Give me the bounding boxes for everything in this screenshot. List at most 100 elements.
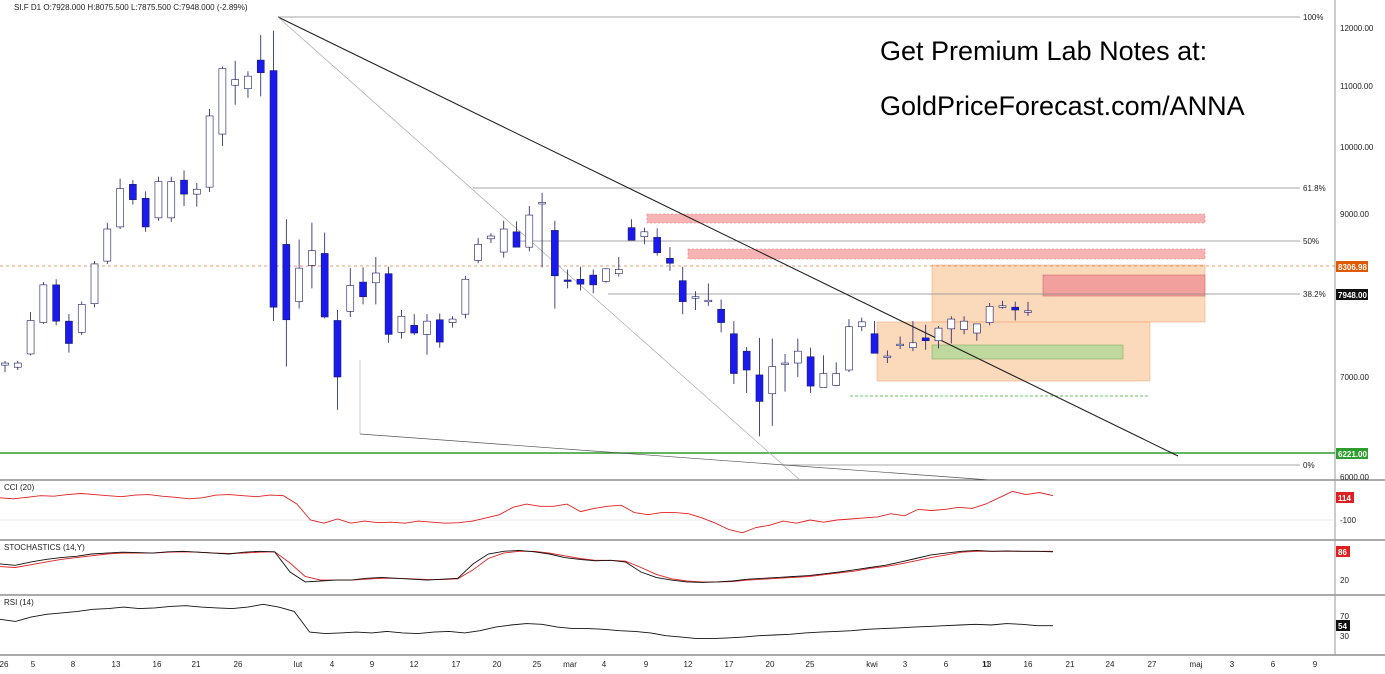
candle-body-up — [794, 350, 802, 364]
candle-body-down — [512, 231, 521, 248]
candle-body-up — [448, 318, 457, 323]
cci-value-box — [1336, 492, 1354, 503]
x-tick-label: 8 — [71, 660, 76, 669]
x-tick-label: 25 — [533, 660, 542, 669]
x-tick-label: 9 — [1313, 660, 1318, 669]
support-price-box — [1336, 448, 1368, 459]
candle-body-up — [103, 228, 112, 262]
x-tick-label: 17 — [452, 660, 461, 669]
candle — [857, 317, 866, 331]
candle-body-up — [832, 373, 840, 386]
candle — [768, 338, 777, 426]
candle — [551, 220, 559, 309]
rsi-label: RSI (14) — [4, 598, 34, 607]
x-tick-label: kwi — [866, 660, 878, 669]
candle — [359, 267, 367, 305]
down-trendline — [277, 16, 1179, 457]
candle-body-up — [1, 362, 9, 366]
candle-body-up — [909, 342, 917, 348]
candle — [218, 66, 227, 146]
x-tick-label: lut — [294, 660, 303, 669]
candle-body-down — [333, 320, 342, 378]
candle — [1011, 301, 1020, 321]
candle-body-up — [934, 327, 943, 342]
candle-body-up — [691, 296, 700, 299]
cci-level-label: -100 — [1340, 516, 1357, 525]
candle — [614, 256, 623, 277]
candle-body-up — [295, 267, 303, 302]
candle — [474, 238, 482, 264]
candle-body-down — [806, 356, 815, 387]
stoch-d-line — [0, 550, 1053, 583]
x-tick-label: 27 — [1148, 660, 1157, 669]
candle — [538, 192, 546, 268]
candle — [640, 227, 649, 245]
candle — [512, 221, 521, 248]
x-tick-label: 20 — [766, 660, 775, 669]
candle-body-up — [372, 272, 380, 284]
candle — [129, 180, 137, 205]
fib-label: 100% — [1303, 13, 1323, 22]
candle-body-up — [397, 315, 406, 333]
candle — [819, 355, 828, 388]
x-tick-label: 13 — [112, 660, 121, 669]
x-tick-label: 12 — [684, 660, 693, 669]
candle — [985, 303, 994, 326]
candle-body-up — [985, 306, 994, 323]
candle — [487, 233, 495, 243]
x-tick-label: 13 — [983, 660, 992, 669]
candle-body-up — [487, 235, 495, 240]
candle-body-down — [180, 179, 188, 195]
red-zone-middle — [687, 248, 1206, 260]
red-zone-top — [646, 213, 1206, 224]
x-tick-label: 26 — [0, 660, 9, 669]
candle — [52, 279, 60, 326]
candle — [103, 222, 112, 264]
x-tick-label: 26 — [234, 660, 243, 669]
price-tick: 10000.00 — [1340, 143, 1374, 152]
candle — [39, 282, 48, 324]
candle-body-up — [218, 68, 227, 135]
fib-label: 50% — [1303, 237, 1319, 246]
candle-body-up — [244, 75, 252, 90]
candle-body-up — [461, 278, 470, 315]
candle — [794, 338, 802, 377]
candle-body-down — [717, 308, 725, 323]
candle — [845, 319, 853, 373]
candle-body-up — [499, 228, 508, 253]
candle — [896, 336, 904, 350]
price-tick: 9000.00 — [1340, 210, 1369, 219]
candle-body-down — [141, 198, 150, 228]
candle — [320, 232, 329, 319]
candle-body-down — [921, 337, 930, 342]
line-price-box — [1336, 261, 1368, 272]
candle-body-up — [167, 181, 176, 219]
candle-body-down — [870, 333, 879, 354]
candle — [806, 347, 815, 394]
price-tick: 12000.00 — [1340, 24, 1374, 33]
support-price-label: 6221.00 — [1338, 450, 1367, 459]
x-tick-label: 11 — [982, 660, 991, 669]
rsi-value-label: 54 — [1338, 622, 1347, 631]
candle — [423, 314, 431, 355]
candle-body-down — [742, 350, 751, 371]
candle-body-down — [678, 280, 687, 302]
current-price-box — [1336, 289, 1368, 300]
candle — [998, 300, 1007, 309]
cci-value-label: 114 — [1338, 494, 1351, 503]
candle-body-up — [960, 320, 968, 330]
candle — [730, 321, 738, 384]
x-tick-label: 20 — [493, 660, 502, 669]
candle-body-down — [627, 227, 636, 241]
candle — [154, 176, 163, 221]
rsi-level-label: 70 — [1340, 612, 1349, 621]
candle — [717, 299, 725, 333]
candle-body-up — [474, 244, 482, 261]
candle — [308, 222, 316, 289]
x-tick-label: 6 — [1271, 660, 1276, 669]
x-tick-label: 9 — [370, 660, 375, 669]
candle-body-down — [256, 59, 265, 73]
candle — [26, 312, 35, 356]
candle-body-up — [845, 326, 853, 371]
